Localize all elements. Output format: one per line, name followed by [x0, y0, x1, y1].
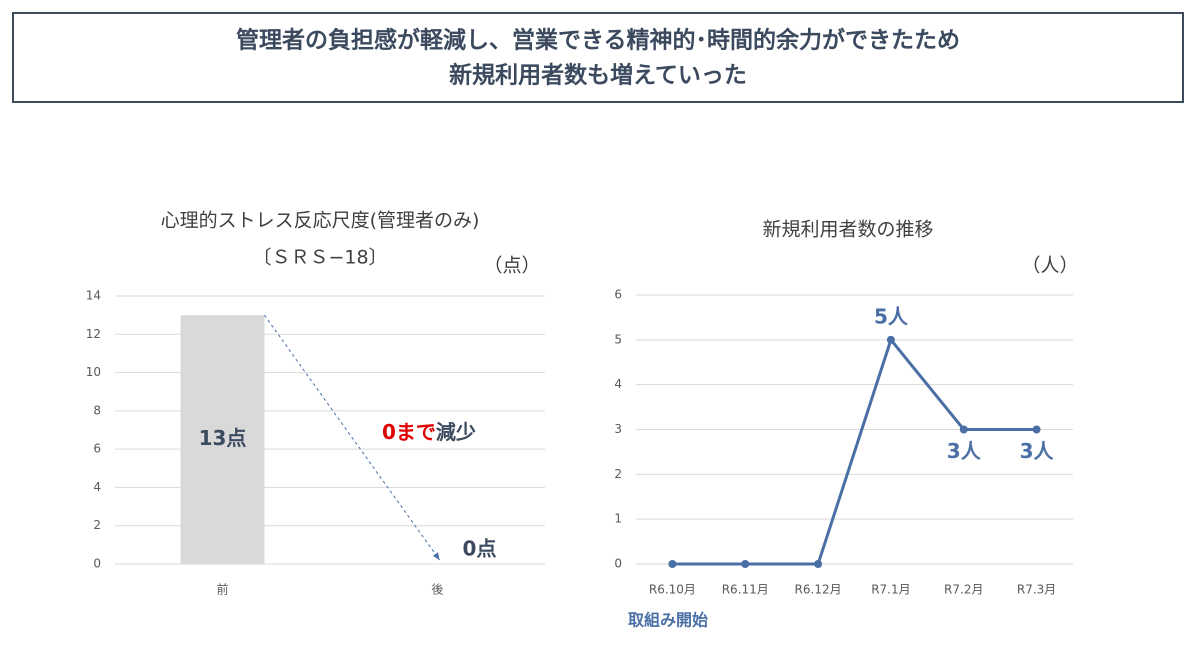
x-tick-label: R6.12月 — [795, 583, 842, 597]
annotation-rest: 減少 — [436, 420, 476, 444]
y-tick-label: 12 — [86, 327, 101, 341]
point — [1032, 425, 1041, 434]
x-tick-label: R6.11月 — [722, 583, 769, 597]
y-tick-label: 2 — [93, 518, 101, 532]
point — [814, 560, 823, 568]
annotation: 0まで減少 — [382, 420, 476, 444]
chart-title: 心理的ストレス反応尺度(管理者のみ) — [161, 210, 480, 232]
value-label: 3人 — [1020, 439, 1055, 463]
unit-label: （人） — [1021, 255, 1078, 277]
point — [886, 335, 895, 344]
annotation-highlight: 0まで — [382, 420, 436, 444]
x-tick-label: 後 — [431, 583, 443, 597]
y-tick-label: 8 — [93, 403, 101, 417]
value-label: 13点 — [199, 426, 247, 450]
value-label: 3人 — [947, 439, 982, 463]
y-tick-label: 14 — [86, 289, 101, 303]
y-tick-label: 5 — [614, 332, 622, 346]
y-tick-label: 0 — [614, 557, 622, 571]
title-box — [12, 12, 1184, 103]
headline: 新規利用者数も増えていった — [449, 62, 747, 89]
x-tick-label: R7.2月 — [944, 583, 983, 597]
bar — [180, 315, 265, 564]
trend-arrow — [264, 314, 441, 561]
x-tick-label: R7.1月 — [871, 583, 910, 597]
annotation: 取組み開始 — [628, 611, 708, 630]
value-label: 0点 — [463, 537, 497, 561]
y-tick-label: 10 — [86, 365, 101, 379]
point — [959, 425, 968, 434]
y-tick-label: 3 — [614, 422, 622, 436]
x-tick-label: R6.10月 — [649, 583, 696, 597]
point — [668, 560, 677, 568]
y-tick-label: 4 — [614, 377, 622, 391]
headline: 管理者の負担感が軽減し、営業できる精神的･時間的余力ができたため — [236, 27, 960, 54]
point — [741, 560, 750, 568]
arrow-head — [432, 552, 440, 560]
x-tick-label: R7.3月 — [1017, 583, 1056, 597]
value-label: 5人 — [874, 304, 909, 328]
y-tick-label: 6 — [93, 442, 101, 456]
y-tick-label: 0 — [93, 557, 101, 571]
chart-title: 新規利用者数の推移 — [762, 219, 933, 241]
line — [672, 336, 1037, 566]
unit-label: （点） — [483, 255, 540, 277]
x-tick-label: 前 — [216, 582, 228, 597]
y-tick-label: 1 — [614, 512, 622, 526]
y-tick-label: 6 — [614, 288, 622, 302]
chart-subtitle: 〔ＳＲＳ−18〕 — [252, 247, 387, 269]
y-tick-label: 2 — [614, 467, 622, 481]
y-tick-label: 4 — [93, 480, 101, 494]
